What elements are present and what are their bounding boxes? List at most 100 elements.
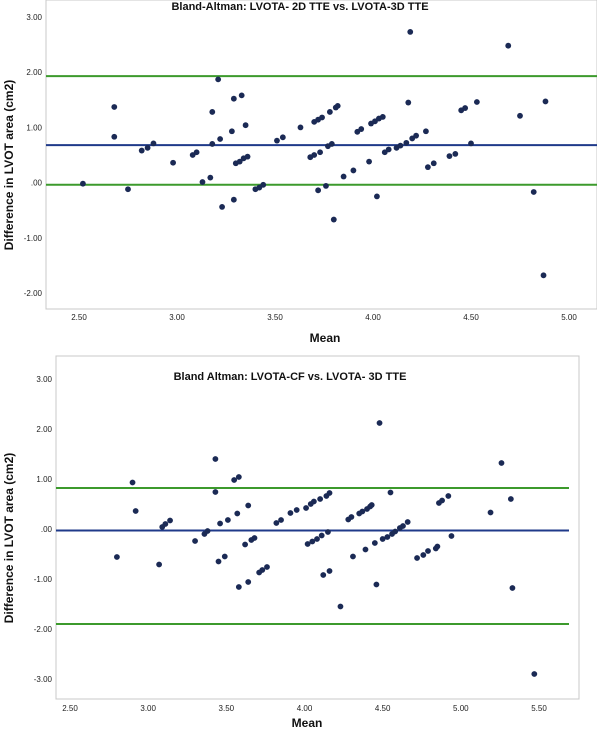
data-point — [317, 496, 324, 502]
data-point — [430, 160, 437, 167]
data-point — [314, 536, 320, 542]
data-point — [217, 520, 223, 527]
data-point — [424, 164, 431, 171]
plot-area — [45, 0, 597, 310]
data-point — [384, 534, 391, 540]
x-axis-title: Mean — [310, 331, 341, 345]
y-tick-label: -1.00 — [24, 234, 43, 243]
data-point — [404, 519, 411, 525]
data-point — [242, 541, 248, 548]
data-point — [278, 517, 284, 523]
chart-panel-2: Bland Altman: LVOTA-CF vs. LVOTA- 3D TTE… — [0, 355, 597, 734]
x-tick-label: 4.00 — [365, 313, 381, 322]
data-point — [373, 581, 380, 588]
y-tick-label: .00 — [41, 525, 53, 534]
data-point — [80, 180, 86, 187]
y-tick-label: .00 — [31, 179, 43, 188]
data-point — [376, 420, 383, 426]
data-point — [348, 514, 355, 520]
data-point — [245, 502, 252, 509]
y-tick-label: 2.00 — [36, 425, 52, 434]
data-point — [423, 128, 429, 135]
data-point — [224, 517, 231, 523]
data-point — [129, 479, 136, 486]
chart-panel-1: Bland-Altman: LVOTA- 2D TTE vs. LVOTA-3D… — [0, 0, 597, 350]
data-point — [228, 128, 235, 135]
data-point — [215, 558, 222, 565]
data-point — [392, 528, 399, 535]
data-point — [297, 124, 304, 131]
data-point — [407, 29, 414, 35]
data-point — [264, 564, 270, 570]
data-point — [138, 147, 145, 154]
data-point — [236, 158, 243, 165]
x-tick-label: 4.00 — [297, 704, 313, 713]
data-point — [274, 137, 280, 144]
y-tick-label: 3.00 — [26, 13, 42, 22]
data-point — [326, 568, 333, 574]
data-point — [238, 92, 245, 99]
y-tick-label: 3.00 — [36, 375, 52, 384]
data-point — [260, 181, 267, 188]
x-axis-ticks: 2.50 3.00 3.50 4.00 4.50 5.00 — [71, 313, 577, 322]
data-point — [379, 114, 386, 120]
data-point — [368, 502, 375, 508]
data-point — [358, 126, 365, 132]
data-point — [530, 189, 537, 195]
data-point — [279, 134, 286, 141]
data-point — [125, 186, 131, 193]
data-point — [413, 132, 420, 139]
x-tick-label: 2.50 — [71, 313, 87, 322]
x-tick-label: 3.50 — [267, 313, 283, 322]
chart-svg-1: Bland-Altman: LVOTA- 2D TTE vs. LVOTA-3D… — [2, 0, 597, 345]
data-point — [287, 510, 294, 516]
data-point — [371, 540, 378, 546]
data-point — [366, 158, 372, 165]
data-point — [209, 109, 216, 115]
y-tick-label: 1.00 — [36, 475, 52, 484]
data-point — [273, 520, 280, 526]
data-point — [334, 102, 341, 109]
data-point — [337, 603, 344, 610]
data-point — [323, 183, 329, 189]
data-point — [170, 159, 176, 166]
data-point — [326, 109, 333, 115]
data-point — [468, 140, 474, 147]
data-point — [251, 535, 258, 541]
y-axis-title: Difference in LVOT area (cm2) — [2, 80, 16, 251]
data-point — [167, 517, 173, 524]
y-axis-ticks: 3.00 2.00 1.00 .00 -1.00 -2.00 — [24, 13, 43, 298]
x-tick-label: 5.00 — [561, 313, 577, 322]
data-point — [244, 153, 251, 160]
x-tick-label: 5.00 — [453, 704, 469, 713]
chart-svg-2: Bland Altman: LVOTA-CF vs. LVOTA- 3D TTE… — [2, 355, 580, 730]
y-tick-label: -1.00 — [34, 575, 53, 584]
data-points — [114, 420, 538, 677]
data-point — [217, 136, 224, 142]
data-point — [385, 146, 392, 153]
x-tick-label: 4.50 — [463, 313, 479, 322]
data-point — [303, 505, 309, 511]
x-tick-label: 4.50 — [375, 704, 391, 713]
data-point — [473, 99, 480, 105]
data-point — [192, 538, 198, 544]
data-point — [362, 546, 369, 553]
data-point — [207, 174, 214, 181]
data-point — [350, 553, 356, 560]
data-point — [111, 104, 118, 110]
data-point — [293, 507, 300, 513]
data-point — [445, 493, 452, 499]
data-point — [320, 572, 327, 578]
data-point — [144, 144, 151, 151]
data-point — [162, 521, 169, 527]
y-tick-label: 1.00 — [26, 123, 42, 132]
data-point — [452, 150, 459, 157]
data-point — [434, 543, 441, 550]
data-point — [325, 529, 331, 535]
data-point — [199, 179, 206, 185]
data-point — [156, 561, 163, 568]
data-point — [505, 42, 512, 49]
x-tick-label: 3.50 — [219, 704, 235, 713]
data-point — [400, 523, 406, 529]
data-point — [439, 497, 445, 504]
